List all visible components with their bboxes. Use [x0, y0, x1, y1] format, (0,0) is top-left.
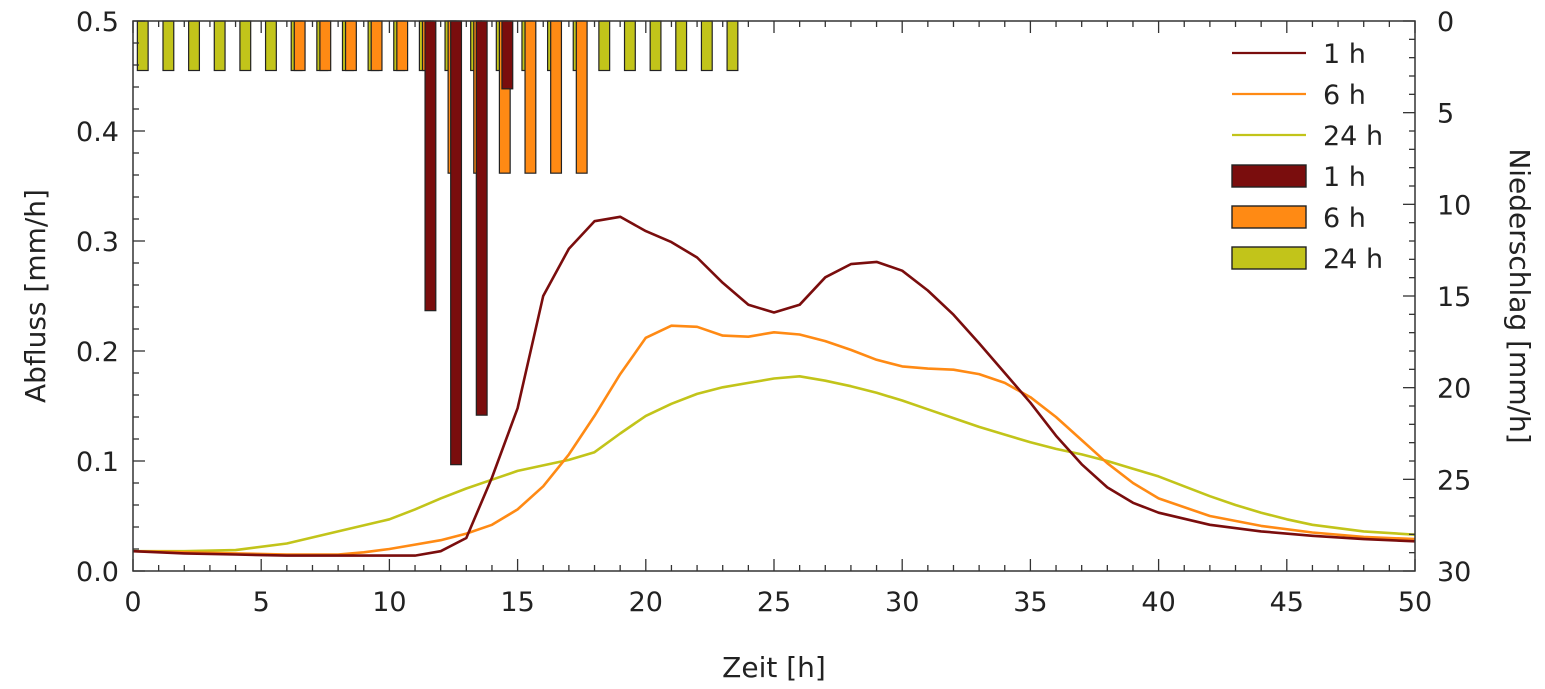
rain-bar	[319, 20, 332, 72]
rain-bar	[501, 20, 514, 90]
rain-bar	[726, 20, 739, 72]
x-tick-label: 5	[253, 587, 270, 618]
x-tick-label: 50	[1398, 587, 1432, 618]
plot-frame	[132, 20, 1416, 572]
y-tick-label: 0.3	[76, 227, 119, 258]
y2-axis-title: Niederschlag [mm/h]	[1503, 148, 1536, 443]
x-tick-label: 20	[629, 587, 663, 618]
axis-ticks	[132, 20, 1416, 572]
rain-bar	[524, 20, 537, 174]
legend-label: 1 h	[1323, 39, 1366, 70]
y-tick-label: 0.0	[76, 557, 119, 588]
tick-labels: 0 5 10 15 20 25 30 35 40 45 50 0.0 0.1 0.2 0.3 0.4 0.5 0 5…	[76, 7, 1471, 618]
legend-bar-swatch	[1231, 205, 1307, 229]
legend-label: 1 h	[1323, 162, 1366, 193]
y2-tick-label: 20	[1437, 374, 1471, 405]
y-tick-label: 0.1	[76, 447, 119, 478]
x-tick-label: 40	[1141, 587, 1175, 618]
x-tick-label: 10	[372, 587, 406, 618]
y2-tick-label: 10	[1437, 190, 1471, 221]
rain-bar	[162, 20, 175, 72]
rain-bars-layer	[136, 20, 739, 466]
x-tick-label: 45	[1270, 587, 1304, 618]
y2-tick-label: 0	[1437, 7, 1454, 38]
series-line	[132, 215, 1416, 557]
x-tick-label: 0	[124, 587, 141, 618]
rain-bar	[264, 20, 277, 72]
y-axis-title: Abfluss [mm/h]	[19, 189, 52, 403]
rain-bar	[623, 20, 636, 72]
series-line	[133, 374, 1416, 553]
rain-bar	[700, 20, 713, 72]
y-tick-label: 0.4	[76, 117, 119, 148]
y-tick-label: 0.2	[76, 337, 119, 368]
series-line	[132, 324, 1416, 556]
rain-bar	[396, 20, 409, 72]
rain-bar	[188, 20, 201, 72]
x-tick-label: 15	[500, 587, 534, 618]
x-tick-label: 30	[885, 587, 919, 618]
rain-bar	[649, 20, 662, 72]
rain-bar	[475, 20, 488, 416]
legend-label: 24 h	[1323, 121, 1383, 152]
y2-tick-label: 5	[1437, 99, 1454, 130]
legend-bar-swatch	[1231, 164, 1307, 188]
x-tick-label: 35	[1013, 587, 1047, 618]
legend-label: 24 h	[1323, 244, 1383, 275]
legend-bar-swatch	[1231, 246, 1307, 270]
legend-label: 6 h	[1323, 80, 1366, 111]
rain-bar	[136, 20, 149, 72]
y2-tick-label: 30	[1437, 557, 1471, 588]
rain-bar	[293, 20, 306, 72]
x-tick-label: 25	[757, 587, 791, 618]
rain-bar	[598, 20, 611, 72]
legend-label: 6 h	[1323, 203, 1366, 234]
rain-bar	[575, 20, 588, 174]
rain-bar	[370, 20, 383, 72]
legend: 1 h 6 h 24 h 1 h 6 h 24 h	[1231, 39, 1383, 275]
y2-tick-label: 25	[1437, 465, 1471, 496]
y2-tick-label: 15	[1437, 282, 1471, 313]
x-axis-title: Zeit [h]	[722, 651, 826, 684]
rain-bar	[344, 20, 357, 72]
runoff-lines-layer	[132, 215, 1416, 557]
rain-bar	[424, 20, 437, 312]
rain-bar	[239, 20, 252, 72]
rain-bar	[675, 20, 688, 72]
y-tick-label: 0.5	[76, 7, 119, 38]
rain-bar	[550, 20, 563, 174]
rain-bar	[213, 20, 226, 72]
rain-bar	[450, 20, 463, 466]
